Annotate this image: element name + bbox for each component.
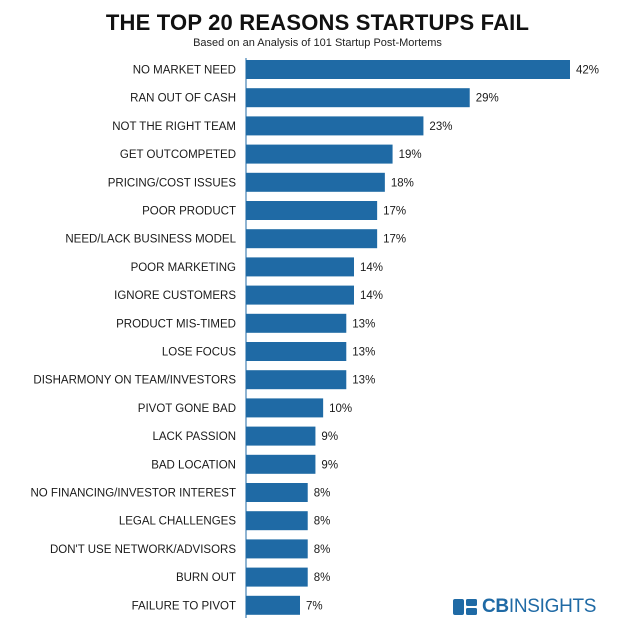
value-label: 13% [352,375,375,387]
category-label: BAD LOCATION [151,459,236,471]
value-label: 14% [360,290,383,302]
value-label: 8% [314,544,331,556]
value-label: 17% [383,206,406,218]
category-label: POOR MARKETING [131,262,236,274]
bar [246,342,347,361]
category-label: DON'T USE NETWORK/ADVISORS [50,544,236,556]
category-label: NEED/LACK BUSINESS MODEL [65,234,236,246]
value-label: 10% [329,403,352,415]
value-label: 42% [576,65,599,77]
chart-title: THE TOP 20 REASONS STARTUPS FAIL [105,10,530,35]
value-label: 9% [321,459,338,471]
cb-insights-logo: CBINSIGHTS [453,595,596,619]
category-label: PRODUCT MIS-TIMED [116,318,236,330]
category-label: GET OUTCOMPETED [120,149,236,161]
bar [246,313,347,333]
bar [246,483,308,502]
category-label: NOT THE RIGHT TEAM [112,121,236,133]
category-label: DISHARMONY ON TEAM/INVESTORS [33,375,236,387]
value-label: 8% [314,572,331,584]
bar [246,257,354,277]
bar [246,144,393,164]
category-label: POOR PRODUCT [142,206,236,218]
bar [246,60,570,79]
category-label: NO FINANCING/INVESTOR INTEREST [30,488,236,500]
bar [246,539,308,559]
bar [246,511,308,531]
value-label: 17% [383,234,406,246]
value-label: 19% [399,149,422,161]
category-label: PRICING/COST ISSUES [108,177,237,189]
value-label: 13% [352,318,375,330]
category-label: PIVOT GONE BAD [138,403,236,415]
bar [246,88,470,108]
value-label: 8% [314,488,331,500]
bar [246,201,378,220]
value-label: 18% [391,177,414,189]
value-label: 7% [306,600,323,612]
chart-subtitle: Based on an Analysis of 101 Startup Post… [193,37,442,49]
category-label: LOSE FOCUS [162,347,236,359]
logo-cb-text: CB [482,596,509,617]
category-label: IGNORE CUSTOMERS [114,290,236,302]
bar [246,398,324,418]
category-label: FAILURE TO PIVOT [132,600,236,612]
bar [246,454,316,474]
bar [246,567,308,587]
value-label: 8% [314,516,331,528]
bar [246,426,316,446]
category-label: LACK PASSION [152,431,236,443]
bar [246,370,347,390]
value-label: 9% [321,431,338,443]
bar [246,116,424,136]
category-label: BURN OUT [176,572,236,584]
bar [246,229,378,249]
value-label: 23% [429,121,452,133]
value-label: 29% [476,93,499,105]
category-label: NO MARKET NEED [133,65,236,77]
bar [246,172,385,192]
value-label: 14% [360,262,383,274]
cb-insights-logo-icon [453,599,477,615]
logo-insights-text: INSIGHTS [508,596,597,617]
category-label: RAN OUT OF CASH [130,93,236,105]
category-label: LEGAL CHALLENGES [119,516,237,528]
bar [246,595,300,615]
value-label: 13% [352,347,375,359]
bar [246,285,354,305]
